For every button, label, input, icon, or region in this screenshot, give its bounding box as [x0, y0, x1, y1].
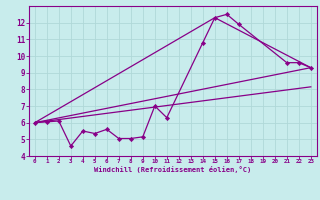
- X-axis label: Windchill (Refroidissement éolien,°C): Windchill (Refroidissement éolien,°C): [94, 166, 252, 173]
